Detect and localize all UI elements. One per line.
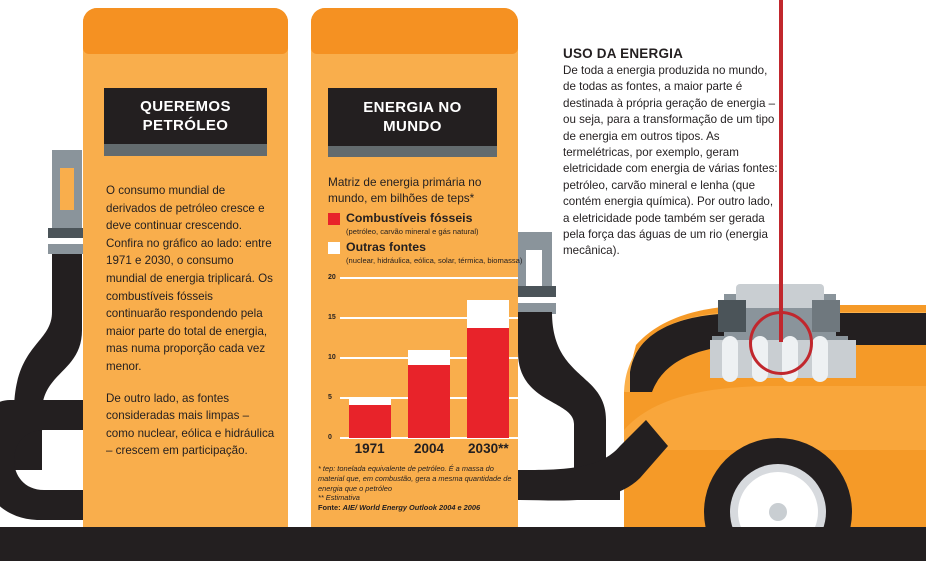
legend-item-fossil: Combustíveis fósseis (petróleo, carvão m… <box>328 211 524 237</box>
nozzle-right-collar-3 <box>514 303 556 314</box>
panel-left-cap <box>83 8 288 54</box>
legend-swatch-other-icon <box>328 242 340 254</box>
legend-sublabel-other: (nuclear, hidráulica, eólica, solar, tér… <box>346 256 523 265</box>
piston-4 <box>812 336 828 382</box>
annotation-pointer-line <box>779 0 783 342</box>
chart-y-tick-label: 20 <box>328 274 336 281</box>
chart-bar <box>348 398 391 438</box>
chart-x-tick-label: 2004 <box>413 441 445 456</box>
nozzle-left-grip-cut <box>60 168 74 210</box>
chart-bar <box>467 300 510 438</box>
left-panel-header: QUEREMOS PETRÓLEO <box>104 88 267 144</box>
article-body: De toda a energia produzida no mundo, de… <box>563 64 778 258</box>
chart-x-tick-label: 2030** <box>468 441 509 456</box>
left-panel-body: O consumo mundial de derivados de petról… <box>106 182 276 474</box>
nozzle-right-collar-1 <box>514 286 556 297</box>
nozzle-right-collar-2 <box>514 297 556 303</box>
legend-label-fossil: Combustíveis fósseis <box>346 211 473 225</box>
left-paragraph-2: De outro lado, as fontes consideradas ma… <box>106 391 275 458</box>
chart-plot-area: 0 5 10 15 20 <box>328 274 518 441</box>
piston-1 <box>722 336 738 382</box>
source-value: AIE/ World Energy Outlook 2004 e 2006 <box>342 503 481 513</box>
bus-lower-highlight <box>624 386 926 450</box>
left-header-line2: PETRÓLEO <box>142 117 229 134</box>
chart-header-line1: ENERGIA NO <box>363 99 462 116</box>
bus-window-band <box>630 313 926 392</box>
nozzle-left-collar-2 <box>48 238 86 244</box>
chart-bar-segment-other-sources <box>467 300 510 328</box>
chart-x-axis-labels: 1971 2004 2030** <box>328 441 518 461</box>
chart-x-tick-label: 1971 <box>354 441 385 456</box>
engine-right-cap <box>812 300 840 332</box>
chart-bar <box>408 350 450 438</box>
chart-bar-segment-fossil-fuels <box>408 365 450 438</box>
chart-panel-header-underbar <box>328 146 497 157</box>
chart-y-tick-label: 0 <box>328 434 332 441</box>
hose-left-loop <box>0 400 90 520</box>
legend-sublabel-fossil: (petróleo, carvão mineral e gás natural) <box>346 227 479 236</box>
footnote-tep: * tep: tonelada equivalente de petróleo.… <box>318 464 512 493</box>
chart-bar-segment-other-sources <box>408 350 450 366</box>
article-heading: USO DA ENERGIA <box>563 46 684 61</box>
chart-bar-segment-fossil-fuels <box>467 327 510 438</box>
chart-y-tick-label: 5 <box>328 394 332 401</box>
legend-swatch-fossil-icon <box>328 213 340 225</box>
nozzle-right-grip-cut <box>526 250 542 294</box>
chart-subtitle: Matriz de energia primária no mundo, em … <box>328 175 482 205</box>
chart-footnotes: * tep: tonelada equivalente de petróleo.… <box>318 464 518 513</box>
fuel-nozzle-left <box>0 150 90 520</box>
left-paragraph-1: O consumo mundial de derivados de petról… <box>106 184 273 373</box>
article-uso-da-energia: USO DA ENERGIA De toda a energia produzi… <box>563 46 778 260</box>
nozzle-left-collar-3 <box>48 244 86 254</box>
chart-gridline <box>340 317 518 319</box>
hose-right <box>518 312 606 470</box>
chart-bar-segment-other-sources <box>348 398 391 406</box>
chart-y-tick-label: 10 <box>328 354 336 361</box>
legend-item-other: Outras fontes (nuclear, hidráulica, eóli… <box>328 240 524 266</box>
chart-bar-segment-fossil-fuels <box>348 405 391 438</box>
chart-y-tick-label: 15 <box>328 314 336 321</box>
chart-source: Fonte: AIE/ World Energy Outlook 2004 e … <box>318 503 518 513</box>
chart-gridline <box>340 277 518 279</box>
panel-right-cap <box>311 8 518 54</box>
left-header-line1: QUEREMOS <box>140 98 231 115</box>
fuel-nozzle-right <box>500 232 668 501</box>
ground-strip <box>0 527 926 561</box>
source-label: Fonte: <box>318 503 341 513</box>
chart-panel-header: ENERGIA NO MUNDO <box>328 88 497 146</box>
engine-left-cap <box>718 300 746 332</box>
chart-header-line2: MUNDO <box>383 118 442 135</box>
annotation-highlight-circle <box>749 311 813 375</box>
chart-legend: Combustíveis fósseis (petróleo, carvão m… <box>328 211 524 269</box>
bus-hub <box>769 503 787 521</box>
nozzle-left-collar-1 <box>48 228 86 238</box>
legend-label-other: Outras fontes <box>346 240 426 254</box>
footnote-estimate: ** Estimativa <box>318 493 360 503</box>
left-panel-header-underbar <box>104 144 267 156</box>
